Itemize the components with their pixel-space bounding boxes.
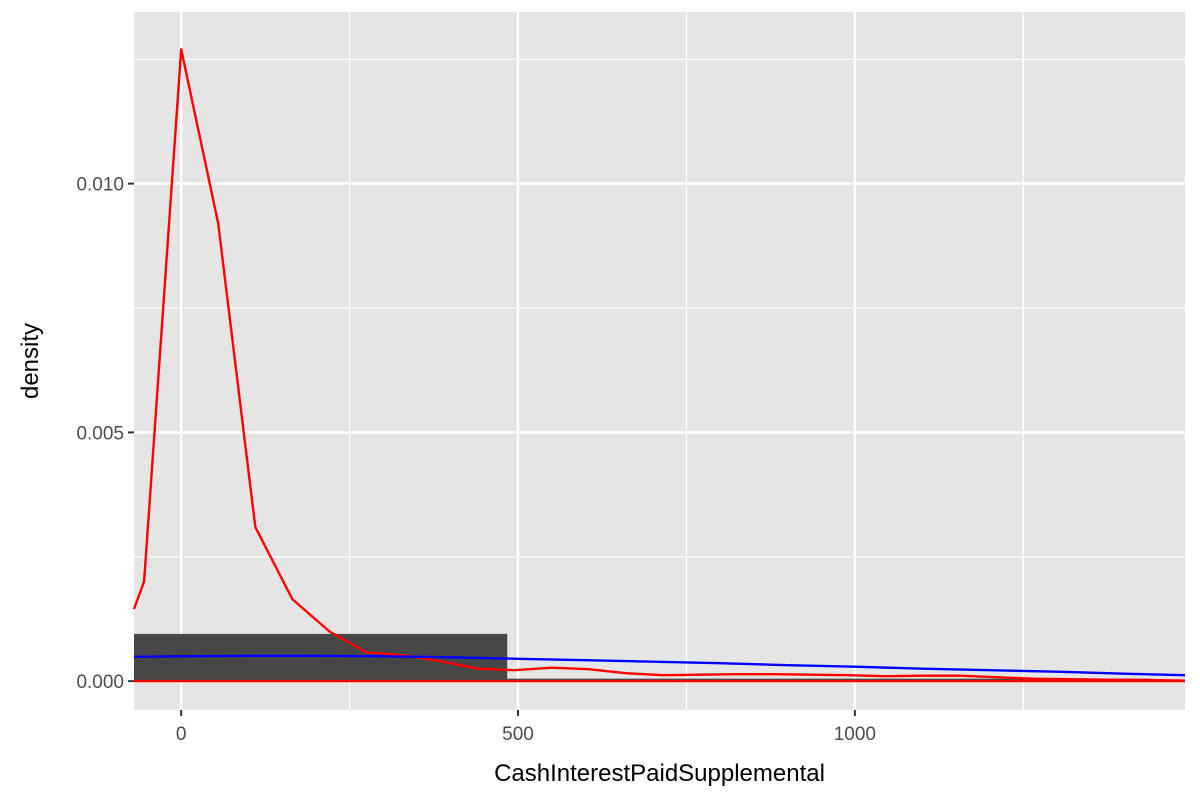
plot-panel	[134, 12, 1185, 710]
density-line	[133, 654, 1186, 677]
x-tick-label: 0	[176, 724, 187, 745]
y-tick-label: 0.000	[76, 672, 124, 693]
x-tick-label: 1000	[834, 724, 876, 745]
y-axis-title: density	[17, 323, 44, 399]
y-tick-label: 0.010	[76, 175, 124, 196]
x-tick-label: 500	[502, 724, 534, 745]
minor-gridlines	[134, 12, 1185, 710]
y-tick-label: 0.005	[76, 423, 124, 444]
density-lines	[132, 48, 1186, 683]
density-line	[132, 48, 1186, 682]
x-axis-title: CashInterestPaidSupplemental	[494, 760, 825, 787]
y-axis: 0.000 0.005 0.010	[76, 175, 134, 693]
x-axis: 0 500 1000	[176, 710, 876, 745]
